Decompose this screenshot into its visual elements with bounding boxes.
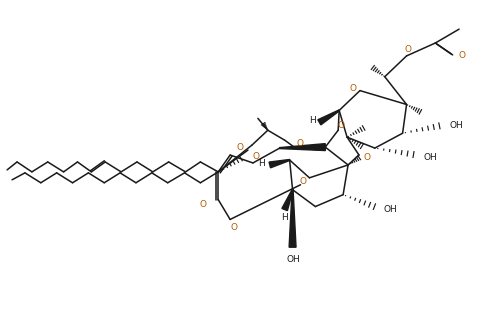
Text: O: O [364, 154, 370, 162]
Polygon shape [289, 190, 296, 247]
Text: O: O [338, 121, 344, 130]
Text: O: O [300, 177, 307, 186]
Text: OH: OH [449, 121, 463, 130]
Text: O: O [404, 46, 411, 54]
Text: O: O [237, 143, 244, 152]
Text: O: O [231, 223, 238, 232]
Polygon shape [318, 110, 340, 125]
Text: OH: OH [423, 153, 437, 161]
Text: OH: OH [287, 255, 300, 264]
Text: H: H [281, 213, 288, 222]
Text: OH: OH [384, 205, 397, 214]
Text: O: O [296, 139, 303, 148]
Polygon shape [280, 144, 325, 150]
Text: O: O [252, 151, 259, 161]
Polygon shape [269, 160, 290, 168]
Text: O: O [200, 200, 207, 209]
Text: H: H [259, 160, 265, 168]
Polygon shape [282, 190, 293, 211]
Text: O: O [349, 84, 357, 93]
Text: H: H [309, 116, 316, 125]
Text: O: O [459, 52, 466, 60]
